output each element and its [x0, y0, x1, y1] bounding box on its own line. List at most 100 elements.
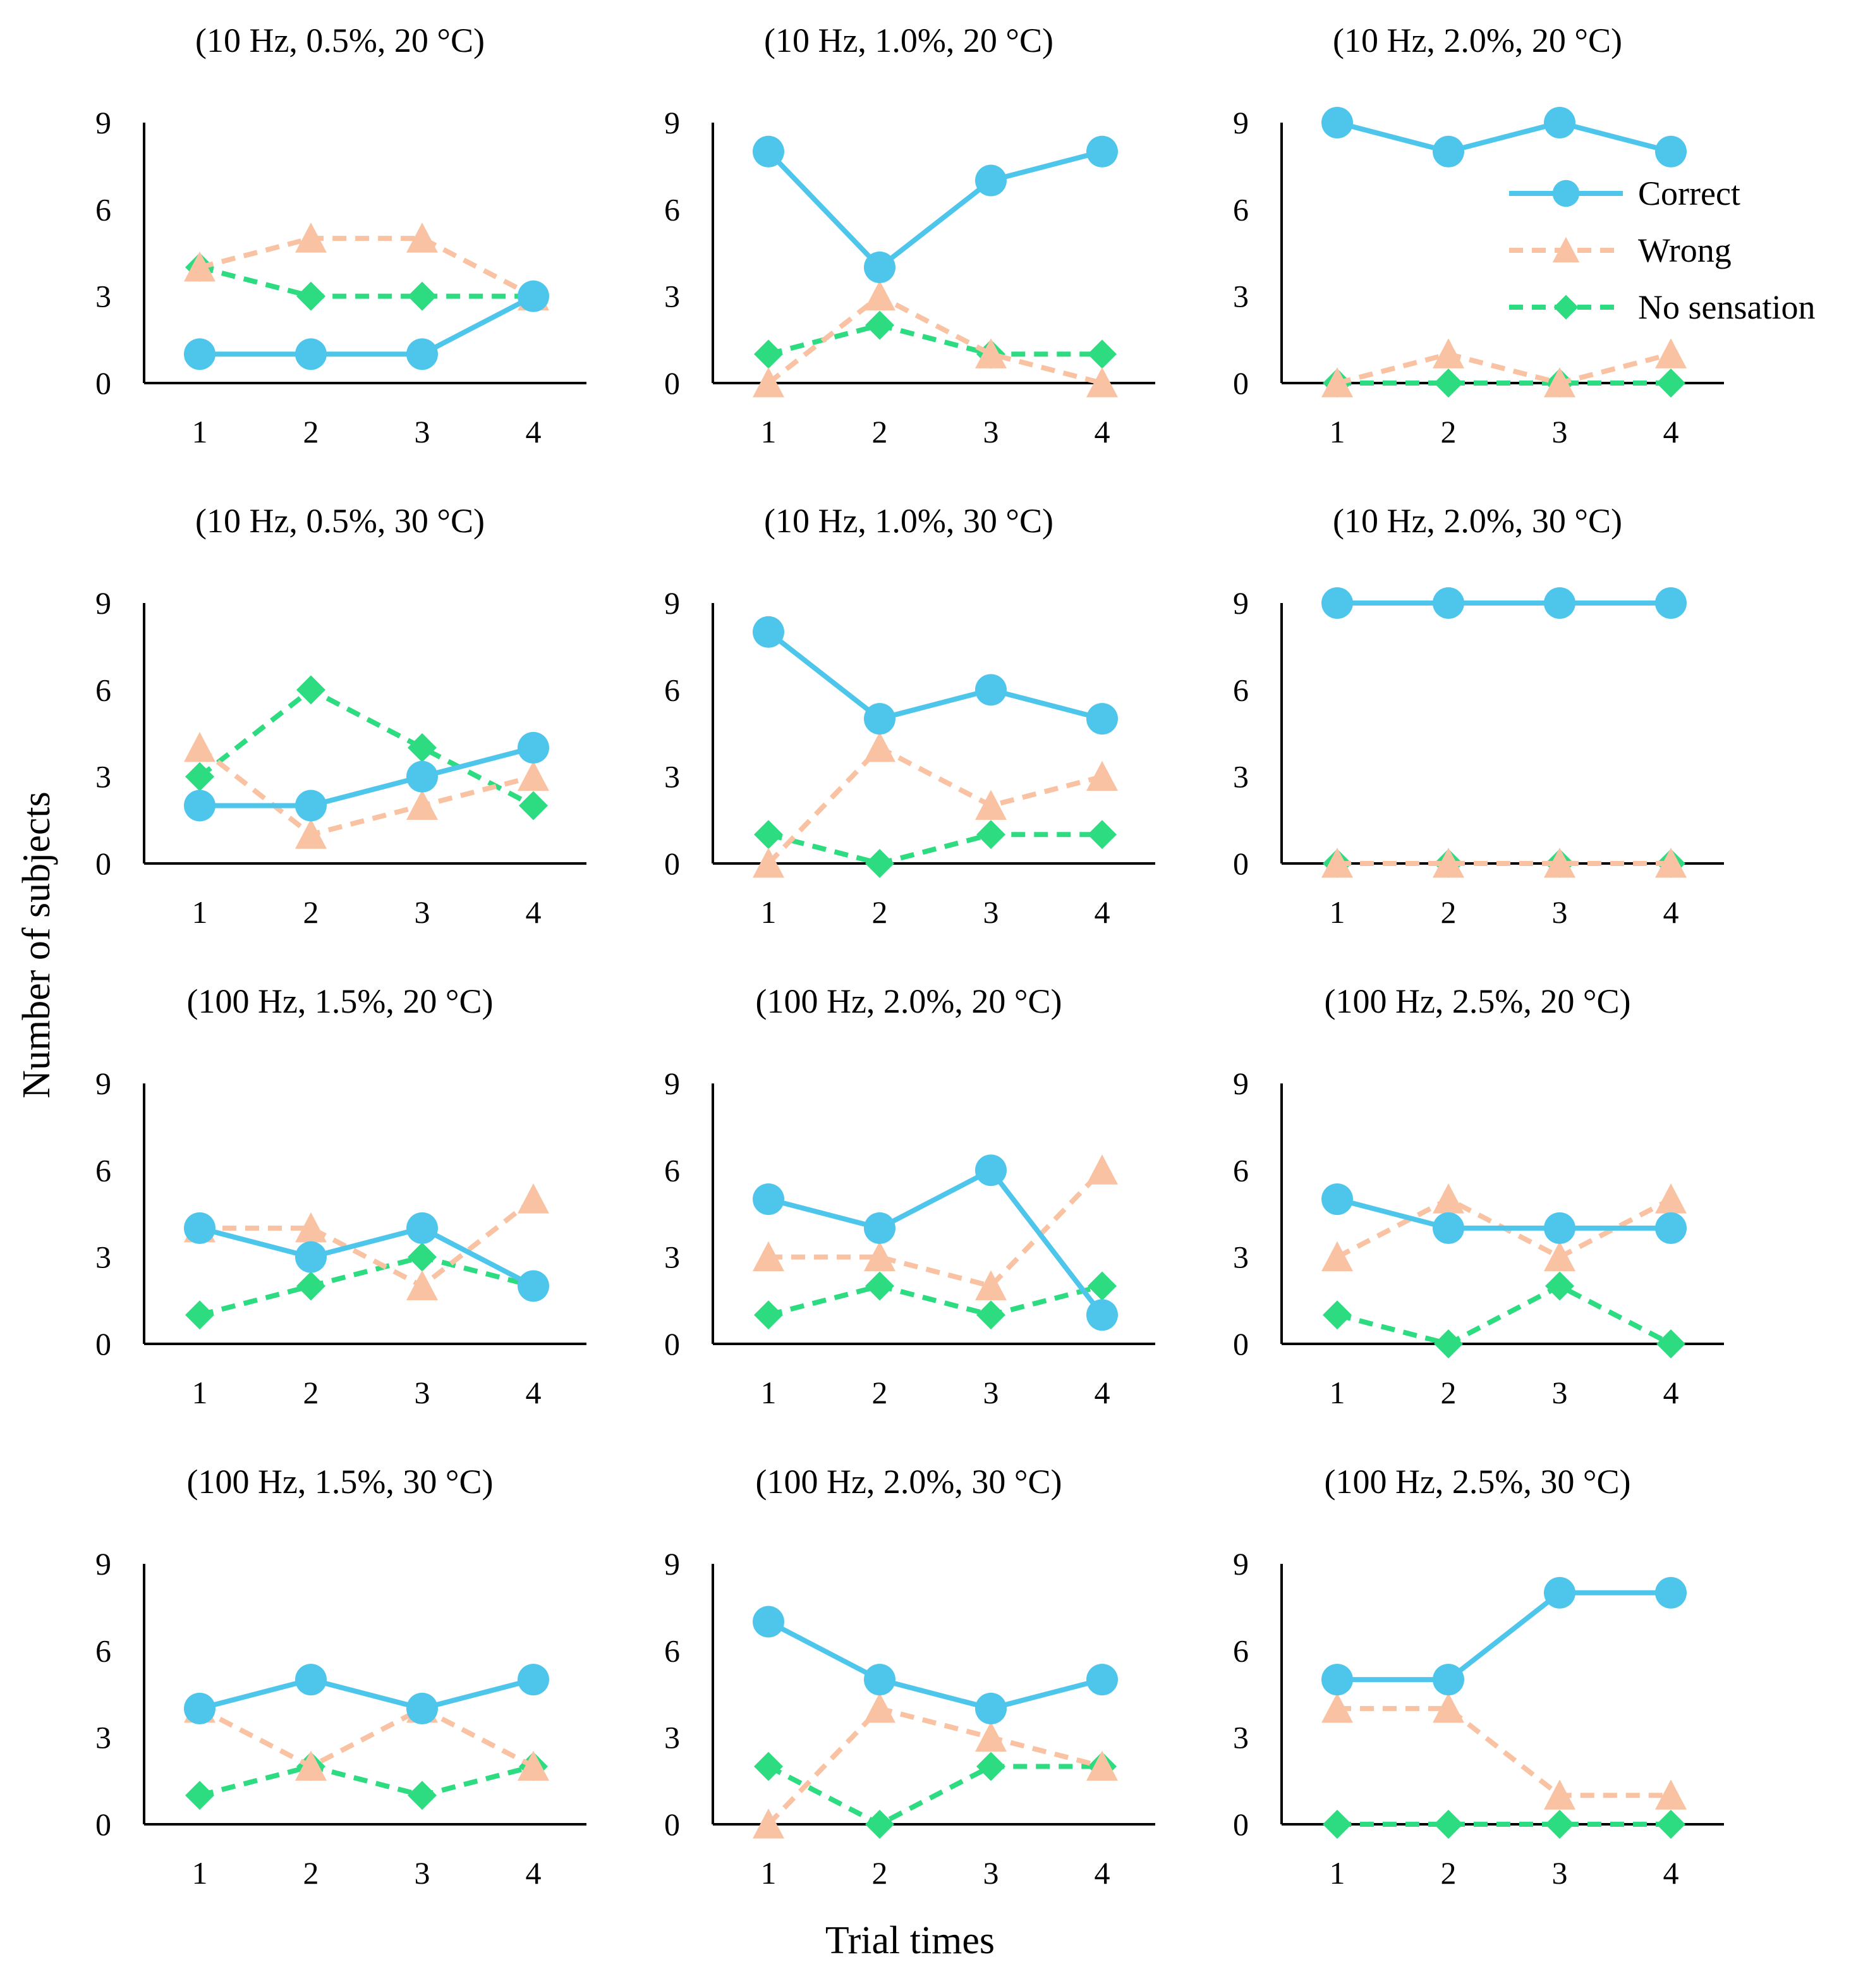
y-tick-label: 3 [664, 1240, 680, 1275]
point-wrong [518, 1750, 549, 1781]
point-no-sensation [865, 310, 894, 340]
point-no-sensation [185, 762, 214, 791]
point-correct [184, 1692, 215, 1724]
point-no-sensation [1088, 1271, 1117, 1301]
point-wrong [1321, 1241, 1353, 1272]
point-correct [864, 251, 895, 283]
legend: Correct Wrong No sensation [1509, 174, 1815, 326]
point-correct [1544, 587, 1575, 619]
y-tick-label: 0 [664, 846, 680, 881]
point-no-sensation [976, 820, 1005, 850]
y-tick-label: 3 [664, 759, 680, 795]
y-tick-label: 6 [664, 1633, 680, 1668]
point-wrong [295, 1212, 327, 1243]
x-tick-label: 1 [192, 1375, 208, 1410]
point-wrong [975, 1270, 1007, 1300]
panel-title: (10 Hz, 0.5%, 20 °C) [195, 21, 485, 59]
series-no-sensation [185, 1752, 548, 1810]
point-wrong [1544, 1241, 1575, 1272]
x-tick-label: 4 [1663, 414, 1679, 449]
x-tick-label: 2 [1441, 414, 1457, 449]
legend-item-wrong: Wrong [1509, 231, 1732, 269]
series-wrong [184, 731, 549, 849]
x-tick-label: 3 [1552, 414, 1568, 449]
y-tick-label: 0 [95, 365, 111, 401]
x-tick-label: 2 [303, 894, 319, 930]
point-wrong [1433, 848, 1464, 878]
series-line-wrong [767, 293, 1103, 386]
point-wrong [864, 1241, 895, 1272]
x-tick-label: 3 [983, 414, 999, 449]
series-correct [753, 1606, 1118, 1724]
point-correct [295, 338, 327, 370]
x-tick-label: 3 [983, 1375, 999, 1410]
x-tick-label: 3 [983, 1855, 999, 1891]
y-tick-label: 0 [664, 365, 680, 401]
series-line-no-sensation [767, 1283, 1103, 1318]
x-tick-label: 4 [526, 414, 542, 449]
point-no-sensation [296, 1271, 325, 1301]
point-no-sensation [1656, 1810, 1685, 1839]
point-correct [1086, 703, 1118, 735]
point-wrong [518, 1183, 549, 1214]
y-tick-label: 9 [664, 1066, 680, 1101]
point-no-sensation [1656, 1329, 1685, 1358]
point-correct [1655, 135, 1687, 168]
x-tick-label: 4 [1095, 414, 1110, 449]
y-tick-label: 6 [95, 1152, 111, 1188]
point-correct [184, 1212, 215, 1244]
point-no-sensation [1088, 820, 1117, 850]
y-tick-label: 6 [95, 192, 111, 227]
point-no-sensation [754, 1752, 783, 1781]
point-wrong [1321, 848, 1353, 878]
x-tick-label: 3 [1552, 1375, 1568, 1410]
point-wrong [406, 223, 438, 253]
series-line-wrong [767, 1705, 1103, 1826]
point-no-sensation [865, 849, 894, 878]
x-tick-label: 2 [872, 1375, 888, 1410]
point-correct [406, 338, 438, 370]
series-line-wrong [767, 744, 1103, 865]
x-tick-label: 3 [415, 1855, 430, 1891]
series-wrong [753, 1154, 1118, 1300]
x-tick-label: 3 [415, 894, 430, 930]
series-line-correct [1336, 119, 1672, 154]
x-tick-label: 1 [1330, 1855, 1345, 1891]
point-wrong [406, 1270, 438, 1300]
point-correct [1433, 587, 1464, 619]
point-wrong [975, 790, 1007, 820]
y-tick-label: 0 [95, 1807, 111, 1842]
y-tick-label: 6 [1233, 672, 1249, 707]
point-wrong [184, 251, 215, 282]
series-no-sensation [185, 675, 548, 820]
y-tick-label: 0 [664, 1326, 680, 1362]
y-axis-label: Number of subjects [15, 791, 58, 1099]
panel-title: (100 Hz, 1.5%, 20 °C) [186, 982, 493, 1020]
point-correct [1086, 1299, 1118, 1331]
y-tick-label: 9 [1233, 1066, 1249, 1101]
panel-title: (100 Hz, 1.5%, 30 °C) [186, 1463, 493, 1501]
y-tick-label: 3 [1233, 279, 1249, 314]
panel-title: (100 Hz, 2.5%, 30 °C) [1324, 1463, 1630, 1501]
series-no-sensation [754, 310, 1117, 369]
point-wrong [1086, 760, 1118, 791]
point-correct [1544, 1576, 1575, 1609]
point-wrong [295, 819, 327, 849]
y-tick-label: 3 [1233, 1240, 1249, 1275]
point-correct [406, 1692, 438, 1724]
series-correct [184, 280, 549, 370]
point-correct [753, 1183, 784, 1216]
y-tick-label: 6 [1233, 1152, 1249, 1188]
point-correct [295, 1241, 327, 1273]
point-wrong [518, 760, 549, 791]
series-line-correct [198, 1225, 535, 1288]
legend-label: Wrong [1638, 231, 1732, 269]
y-tick-label: 9 [1233, 105, 1249, 140]
point-wrong [753, 848, 784, 878]
point-wrong [753, 367, 784, 398]
x-tick-label: 1 [1330, 1375, 1345, 1410]
panel-title: (10 Hz, 0.5%, 30 °C) [195, 502, 485, 540]
